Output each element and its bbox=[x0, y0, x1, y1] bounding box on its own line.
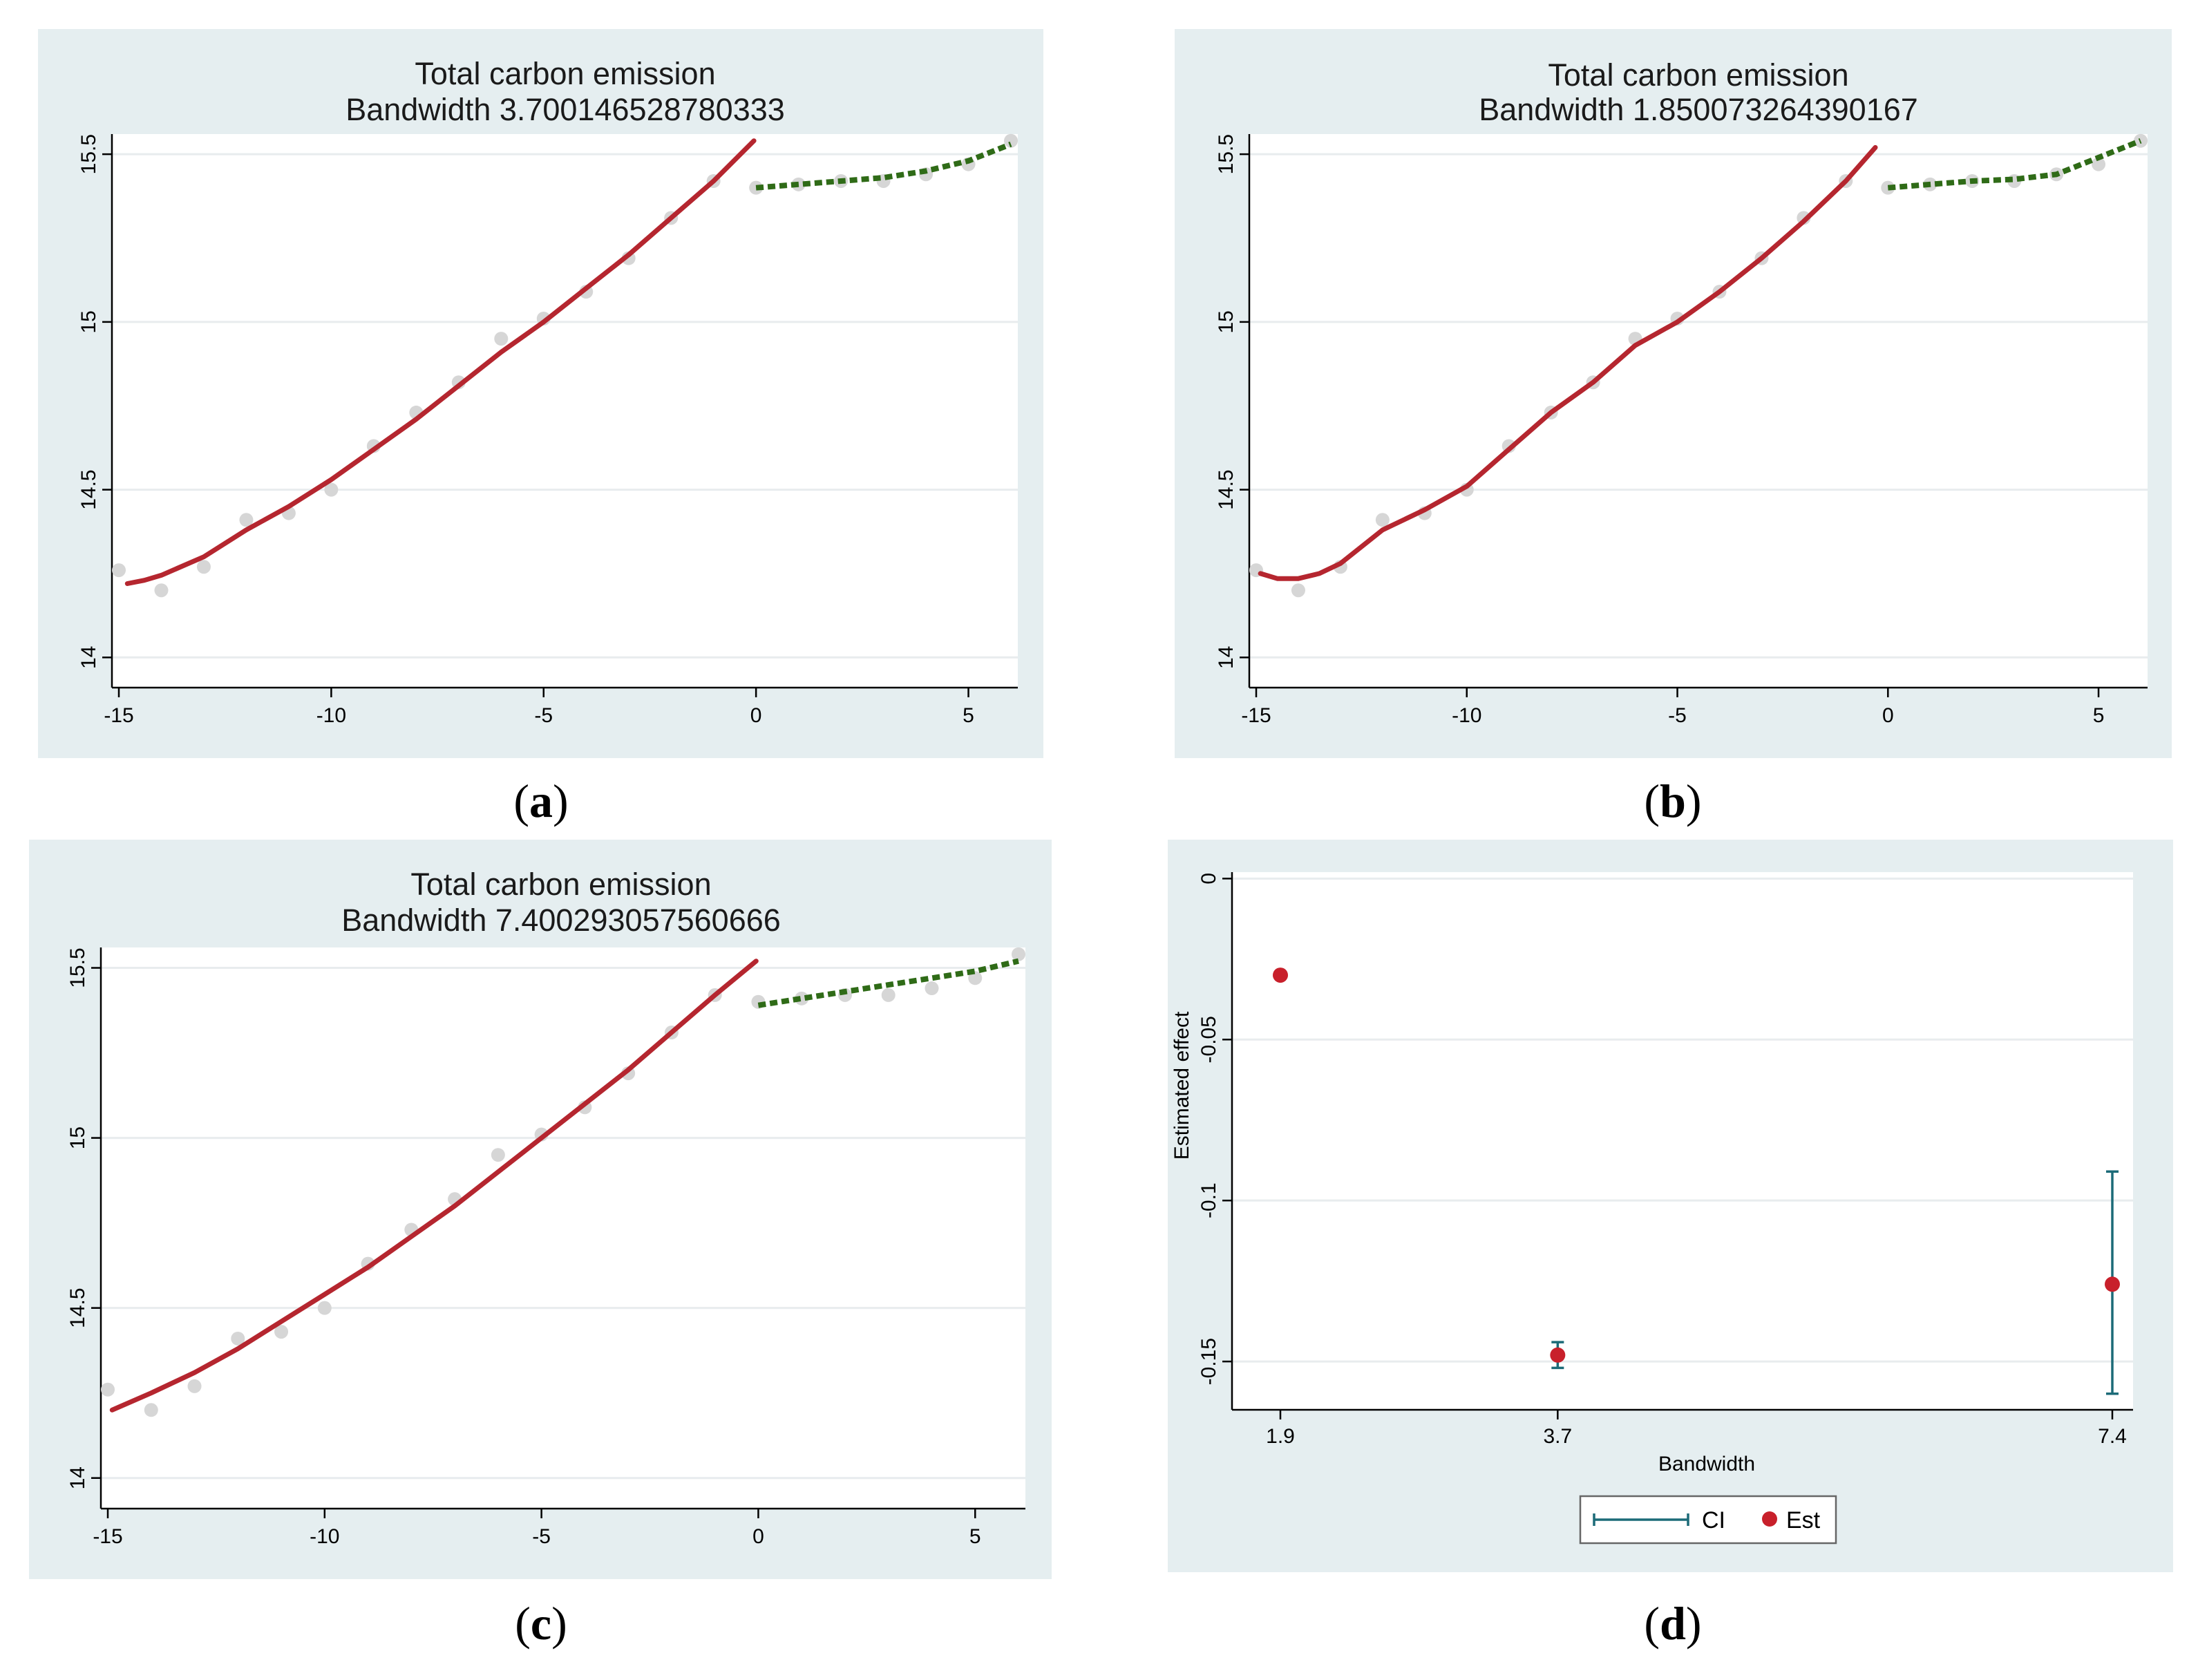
y-tick-label: 15.5 bbox=[77, 134, 100, 174]
x-tick-label: 0 bbox=[750, 704, 762, 727]
y-tick-label: 15 bbox=[77, 310, 100, 333]
data-point bbox=[231, 1331, 245, 1346]
data-point bbox=[968, 971, 983, 985]
estimate-point bbox=[1273, 968, 1288, 983]
x-tick-label: 3.7 bbox=[1543, 1425, 1572, 1448]
data-point bbox=[317, 1301, 332, 1315]
fit-line-right bbox=[755, 141, 1012, 191]
legend-est-label: Est bbox=[1786, 1507, 1821, 1533]
y-tick-label: 14 bbox=[1215, 646, 1238, 669]
caption-a-letter: a bbox=[529, 775, 553, 827]
data-point bbox=[881, 988, 896, 1002]
fit-line-left bbox=[124, 138, 757, 586]
plot-area bbox=[112, 134, 1018, 688]
chart-subtitle: Bandwidth 3.700146528780333 bbox=[345, 92, 785, 127]
y-tick-label: 15 bbox=[1215, 310, 1238, 333]
x-tick-label: -10 bbox=[1452, 704, 1481, 727]
chart-title: Total carbon emission bbox=[1548, 57, 1848, 93]
x-tick-label: 0 bbox=[752, 1525, 764, 1548]
data-point bbox=[274, 1325, 289, 1339]
data-point bbox=[196, 560, 211, 574]
y-tick-label: 15.5 bbox=[66, 947, 89, 988]
caption-d: (d) bbox=[1644, 1597, 1702, 1650]
data-point bbox=[491, 1148, 505, 1162]
x-tick-label: -5 bbox=[532, 1525, 551, 1548]
y-axis-title: Estimated effect bbox=[1171, 1011, 1193, 1160]
fit-line-right bbox=[1887, 138, 2142, 191]
chart-svg-d: 0 -0.05 -0.1 -0.15 1.9 3.7 7.4 Bandwidth Estimat… bbox=[1171, 872, 2133, 1545]
y-tick-label: 14 bbox=[66, 1466, 89, 1489]
data-point bbox=[101, 1382, 115, 1397]
y-tick-label: 14.5 bbox=[66, 1287, 89, 1328]
y-tick-label: 14 bbox=[77, 646, 100, 669]
data-point bbox=[239, 513, 254, 527]
caption-b-letter: b bbox=[1660, 775, 1686, 827]
caption-c-letter: c bbox=[530, 1597, 552, 1650]
chart-panel-c: Total carbon emission Bandwidth 7.4002930… bbox=[29, 840, 1052, 1579]
fit-line-right bbox=[757, 958, 1019, 1008]
plot-area bbox=[101, 947, 1025, 1509]
caption-a: (a) bbox=[513, 775, 569, 827]
chart-subtitle: Bandwidth 1.850073264390167 bbox=[1479, 92, 1918, 127]
data-point bbox=[494, 332, 509, 346]
data-point bbox=[2092, 157, 2106, 171]
chart-title: Total carbon emission bbox=[415, 56, 715, 91]
data-point bbox=[1012, 947, 1025, 961]
legend-ci-label: CI bbox=[1702, 1507, 1725, 1533]
data-point bbox=[144, 1403, 158, 1417]
chart-subtitle: Bandwidth 7.400293057560666 bbox=[341, 903, 781, 938]
y-tick-label: 14.5 bbox=[1215, 469, 1238, 509]
x-tick-label: 5 bbox=[969, 1525, 981, 1548]
estimate-point bbox=[1550, 1347, 1566, 1363]
y-tick-label: -0.1 bbox=[1197, 1182, 1220, 1218]
y-tick-label: 15.5 bbox=[1215, 134, 1238, 174]
chart-panel-b: Total carbon emission Bandwidth 1.8500732… bbox=[1175, 29, 2172, 758]
x-tick-label: -15 bbox=[1241, 704, 1271, 727]
data-point bbox=[1004, 133, 1018, 148]
x-tick-label: -15 bbox=[93, 1525, 122, 1548]
data-point bbox=[324, 482, 339, 497]
estimate-point bbox=[2105, 1276, 2120, 1292]
x-tick-label: 0 bbox=[1882, 704, 1894, 727]
legend: CI Est bbox=[1579, 1495, 1837, 1545]
x-tick-label: -5 bbox=[1668, 704, 1687, 727]
x-tick-label: -10 bbox=[316, 704, 346, 727]
data-point bbox=[795, 991, 809, 1006]
fit-line-left bbox=[109, 959, 759, 1413]
chart-title: Total carbon emission bbox=[410, 867, 711, 902]
x-tick-label: -10 bbox=[310, 1525, 339, 1548]
data-point bbox=[187, 1379, 202, 1393]
y-tick-label: -0.15 bbox=[1197, 1338, 1220, 1385]
plot-area bbox=[1232, 872, 2133, 1410]
data-point bbox=[112, 563, 126, 578]
caption-b: (b) bbox=[1644, 775, 1702, 827]
x-tick-label: 7.4 bbox=[2098, 1425, 2127, 1448]
data-point bbox=[154, 583, 169, 598]
legend-est-swatch bbox=[1762, 1511, 1777, 1527]
x-tick-label: -15 bbox=[104, 704, 133, 727]
data-point bbox=[1291, 583, 1305, 598]
data-point bbox=[1881, 180, 1895, 195]
caption-c: (c) bbox=[515, 1597, 567, 1650]
data-point bbox=[1375, 513, 1390, 527]
y-tick-label: 0 bbox=[1197, 873, 1220, 885]
y-tick-label: 15 bbox=[66, 1126, 89, 1149]
x-tick-label: 5 bbox=[963, 704, 974, 727]
x-axis-title: Bandwidth bbox=[1658, 1453, 1755, 1475]
plot-area bbox=[1249, 134, 2148, 688]
fit-line-left bbox=[1258, 144, 1878, 581]
x-tick-label: -5 bbox=[534, 704, 553, 727]
chart-panel-d: 0 -0.05 -0.1 -0.15 1.9 3.7 7.4 Bandwidth Estimat… bbox=[1168, 840, 2173, 1572]
x-tick-label: 1.9 bbox=[1266, 1425, 1295, 1448]
chart-panel-a: Total carbon emission Bandwidth 3.7001465… bbox=[38, 29, 1043, 758]
caption-d-letter: d bbox=[1660, 1597, 1686, 1650]
x-tick-label: 5 bbox=[2093, 704, 2105, 727]
y-tick-label: -0.05 bbox=[1197, 1016, 1220, 1063]
data-point bbox=[925, 981, 939, 996]
y-tick-label: 14.5 bbox=[77, 469, 100, 509]
